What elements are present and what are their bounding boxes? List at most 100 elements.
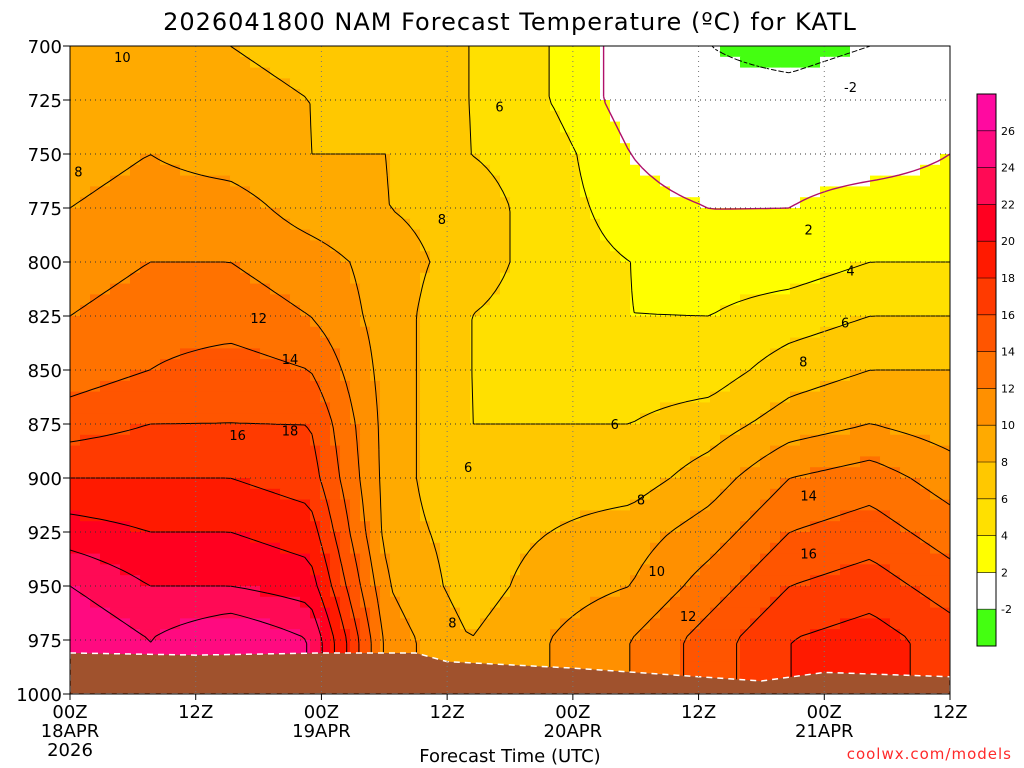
temperature-cell [230, 208, 241, 220]
temperature-cell [330, 154, 341, 166]
temperature-cell [690, 629, 701, 641]
temperature-cell [890, 370, 901, 382]
temperature-cell [660, 305, 671, 317]
temperature-cell [340, 413, 351, 425]
temperature-cell [120, 316, 131, 328]
temperature-cell [640, 553, 651, 565]
temperature-cell [940, 434, 950, 447]
temperature-cell [540, 650, 551, 663]
temperature-cell [460, 467, 471, 479]
temperature-cell [200, 478, 211, 490]
temperature-cell [350, 445, 361, 457]
temperature-cell [800, 240, 811, 252]
temperature-cell [160, 618, 171, 630]
temperature-cell [730, 532, 741, 544]
temperature-cell [780, 175, 791, 187]
temperature-cell [350, 208, 361, 220]
temperature-cell [100, 564, 111, 576]
temperature-cell [600, 186, 611, 198]
temperature-cell [430, 305, 441, 317]
temperature-cell [130, 434, 141, 447]
temperature-cell [610, 575, 621, 587]
temperature-cell [630, 424, 641, 436]
temperature-cell [920, 467, 931, 479]
temperature-cell [610, 542, 621, 555]
temperature-cell [860, 521, 871, 533]
temperature-cell [440, 305, 451, 317]
temperature-cell [940, 532, 950, 544]
temperature-cell [480, 542, 491, 555]
temperature-cell [170, 229, 181, 241]
temperature-cell [120, 121, 131, 133]
temperature-cell [710, 316, 721, 328]
temperature-cell [740, 283, 751, 295]
temperature-cell [920, 456, 931, 468]
temperature-cell [490, 175, 501, 187]
temperature-cell [220, 272, 231, 285]
temperature-cell [120, 618, 131, 630]
temperature-cell [820, 46, 831, 58]
temperature-cell [140, 305, 151, 317]
temperature-cell [250, 208, 261, 220]
temperature-cell [300, 46, 311, 58]
temperature-cell [750, 348, 761, 360]
temperature-cell [930, 229, 941, 241]
temperature-cell [750, 456, 761, 468]
temperature-cell [370, 553, 381, 565]
temperature-cell [930, 316, 941, 328]
temperature-cell [580, 218, 591, 231]
temperature-cell [340, 607, 351, 619]
temperature-cell [450, 467, 461, 479]
temperature-cell [270, 154, 281, 166]
temperature-cell [720, 251, 731, 263]
temperature-cell [940, 46, 950, 58]
temperature-cell [770, 78, 781, 90]
temperature-cell [610, 110, 621, 123]
temperature-cell [660, 67, 671, 79]
temperature-cell [400, 575, 411, 587]
temperature-cell [680, 521, 691, 533]
temperature-cell [700, 186, 711, 198]
temperature-cell [930, 283, 941, 295]
temperature-cell [230, 510, 241, 522]
temperature-cell [70, 46, 81, 58]
temperature-cell [690, 262, 701, 274]
temperature-cell [90, 380, 101, 393]
temperature-cell [790, 640, 801, 652]
temperature-cell [780, 521, 791, 533]
temperature-cell [880, 100, 891, 112]
temperature-cell [870, 532, 881, 544]
temperature-cell [850, 294, 861, 306]
temperature-cell [580, 586, 591, 598]
temperature-cell [370, 110, 381, 123]
temperature-cell [720, 402, 731, 414]
temperature-cell [940, 445, 950, 457]
temperature-cell [620, 380, 631, 393]
temperature-cell [400, 370, 411, 382]
temperature-cell [330, 391, 341, 403]
temperature-cell [130, 586, 141, 598]
temperature-cell [610, 564, 621, 576]
temperature-cell [270, 272, 281, 285]
temperature-cell [520, 100, 531, 112]
temperature-cell [310, 154, 321, 166]
temperature-cell [110, 132, 121, 144]
temperature-cell [230, 121, 241, 133]
temperature-cell [650, 175, 661, 187]
temperature-cell [630, 229, 641, 241]
temperature-cell [520, 467, 531, 479]
temperature-cell [820, 370, 831, 382]
temperature-cell [370, 456, 381, 468]
temperature-cell [250, 629, 261, 641]
temperature-cell [850, 186, 861, 198]
temperature-cell [630, 575, 641, 587]
temperature-cell [260, 272, 271, 285]
temperature-cell [120, 208, 131, 220]
temperature-cell [730, 67, 741, 79]
temperature-cell [170, 629, 181, 641]
temperature-cell [660, 229, 671, 241]
temperature-cell [390, 413, 401, 425]
temperature-cell [530, 575, 541, 587]
temperature-cell [320, 100, 331, 112]
temperature-cell [660, 240, 671, 252]
